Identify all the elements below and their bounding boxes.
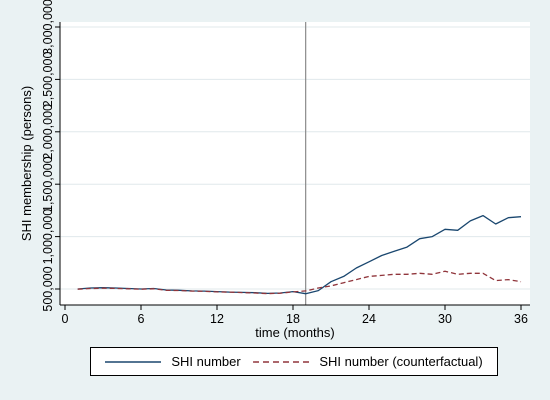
y-tick-label: 1,500,000 <box>41 156 55 212</box>
legend-entry-shi-number-counterfactual: SHI number (counterfactual) <box>253 354 483 369</box>
x-tick-label: 36 <box>514 312 528 326</box>
y-tick-label: 3,000,000 <box>41 0 55 55</box>
legend-swatch-dashed <box>253 357 310 367</box>
x-axis-ticks: 0 6 12 18 24 30 36 <box>62 305 528 326</box>
legend-label: SHI number (counterfactual) <box>319 354 483 369</box>
series-line-shi-number-counterfactual <box>77 270 522 295</box>
x-axis-title: time (months) <box>255 325 334 340</box>
y-tick-label: 2,000,000 <box>41 104 55 160</box>
y-tick-label: 500,000 <box>41 266 55 311</box>
legend-label: SHI number <box>171 354 241 369</box>
grid-layer <box>60 26 530 290</box>
legend-swatch-solid <box>105 357 162 367</box>
x-tick-label: 6 <box>138 312 145 326</box>
legend: SHI number SHI number (counterfactual) <box>90 347 498 376</box>
x-tick-label: 0 <box>62 312 69 326</box>
y-axis-title: SHI membership (persons) <box>19 86 34 241</box>
x-tick-label: 18 <box>286 312 300 326</box>
x-tick-label: 24 <box>362 312 376 326</box>
plot-background <box>60 22 530 305</box>
y-axis-ticks: 500,0001,000,0001,500,0002,000,0002,500,… <box>41 0 60 312</box>
y-tick-label: 2,500,000 <box>41 52 55 108</box>
x-tick-label: 12 <box>210 312 224 326</box>
y-tick-label: 1,000,000 <box>41 209 55 265</box>
legend-entry-shi-number: SHI number <box>105 354 241 369</box>
series-layer <box>77 214 522 295</box>
x-tick-label: 30 <box>438 312 452 326</box>
